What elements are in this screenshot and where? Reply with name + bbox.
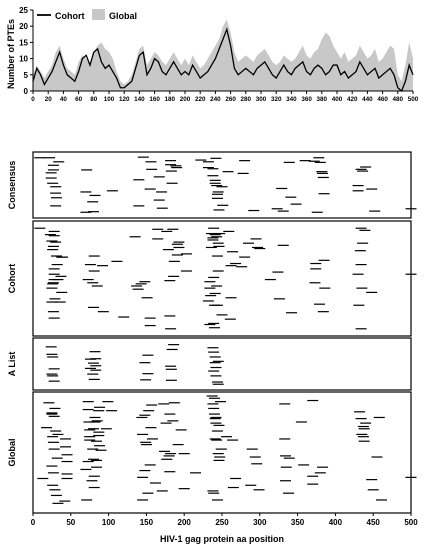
x-tick-label: 60 [75,96,83,103]
x-tick-label: 50 [66,518,75,527]
x-tick-label: 480 [393,96,404,103]
y-tick-label: 10 [19,55,28,64]
y-tick-label: 0 [24,87,29,96]
x-tick-label: 450 [367,518,381,527]
x-tick-label: 100 [102,518,116,527]
y-tick-label: 5 [24,71,29,80]
panel-label-a-list: A List [7,352,17,377]
x-tick-label: 420 [347,96,358,103]
x-tick-label: 120 [119,96,130,103]
x-tick-label: 0 [31,518,36,527]
x-tick-label: 80 [90,96,98,103]
x-tick-label: 40 [60,96,68,103]
x-tick-label: 300 [256,96,267,103]
x-tick-label: 400 [332,96,343,103]
legend-cohort-label: Cohort [55,11,85,21]
panel-label-global: Global [7,438,17,466]
x-tick-label: 0 [31,96,35,103]
x-tick-label: 350 [291,518,305,527]
panel-label-consensus: Consensus [7,161,17,210]
pte-line-chart: 0 5 10 15 20 25 0 20 40 60 80 100 120 140 160 180 200 220… [19,6,419,103]
x-tick-label: 250 [215,518,229,527]
x-tick-label: 100 [104,96,115,103]
y-tick-label: 25 [19,6,28,15]
x-tick-label: 320 [271,96,282,103]
legend-global-label: Global [109,11,137,21]
x-tick-label: 220 [195,96,206,103]
top-y-axis-label: Number of PTEs [6,19,16,89]
x-tick-label: 150 [140,518,154,527]
legend-global-swatch [92,9,105,20]
x-tick-label: 380 [317,96,328,103]
pte-position-panels: Consensus Cohort A List Global 0 50 100 150 200 2… [7,151,418,527]
x-tick-label: 460 [377,96,388,103]
x-tick-label: 160 [149,96,160,103]
x-tick-label: 440 [362,96,373,103]
x-tick-label: 360 [301,96,312,103]
y-tick-label: 20 [19,22,28,31]
x-tick-label: 140 [134,96,145,103]
x-tick-label: 180 [165,96,176,103]
x-tick-label: 200 [178,518,192,527]
series-cohort-line [32,27,414,93]
x-tick-label: 20 [45,96,53,103]
panel-cohort [32,220,412,337]
x-tick-label: 340 [286,96,297,103]
x-tick-label: 500 [408,96,419,103]
legend: Cohort Global [37,9,137,21]
bottom-x-axis-label: HIV-1 gag protein aa position [160,534,284,544]
x-tick-label: 200 [180,96,191,103]
panel-label-cohort: Cohort [7,264,17,294]
x-tick-label: 260 [225,96,236,103]
x-tick-label: 400 [329,518,343,527]
panel-a-list [32,337,412,391]
x-tick-label: 500 [404,518,418,527]
panel-consensus [32,151,412,219]
y-tick-label: 15 [19,38,28,47]
series-global-area [33,19,413,91]
x-tick-label: 300 [253,518,267,527]
x-tick-label: 240 [210,96,221,103]
x-tick-label: 280 [241,96,252,103]
